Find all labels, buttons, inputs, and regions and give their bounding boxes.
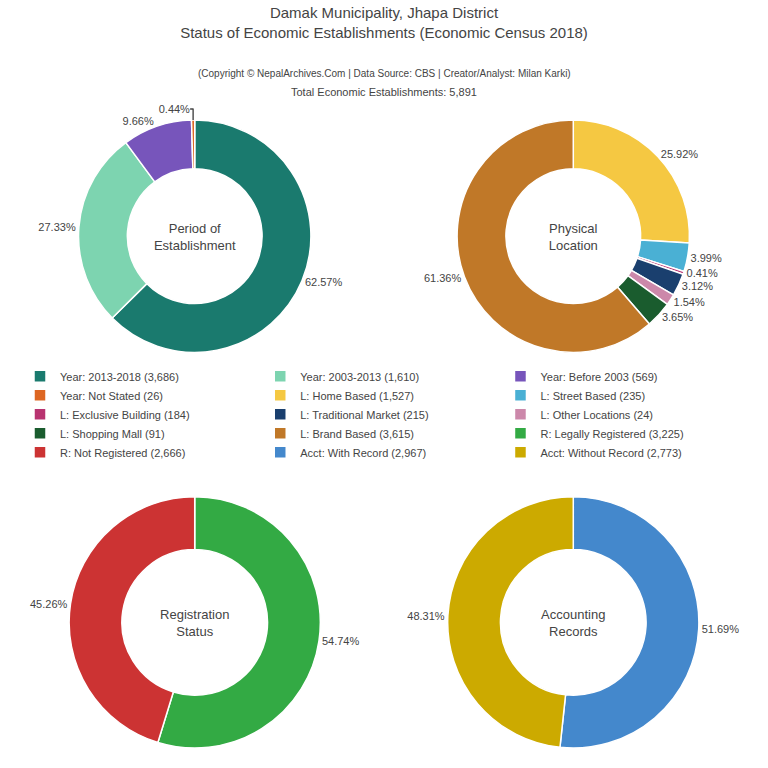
svg-text:L: Home Based (1,527): L: Home Based (1,527) [300,390,414,402]
svg-text:Acct: Without Record (2,773): Acct: Without Record (2,773) [540,447,681,459]
svg-text:L: Exclusive Building (184): L: Exclusive Building (184) [60,409,190,421]
svg-text:Year: Not Stated (26): Year: Not Stated (26) [60,390,163,402]
svg-text:RegistrationStatus: RegistrationStatus [160,607,229,639]
svg-text:51.69%: 51.69% [702,623,740,635]
svg-text:61.36%: 61.36% [424,272,462,284]
svg-text:Year: 2003-2013 (1,610): Year: 2003-2013 (1,610) [300,371,419,383]
svg-text:L: Shopping Mall (91): L: Shopping Mall (91) [60,428,165,440]
svg-text:L: Other Locations (24): L: Other Locations (24) [540,409,653,421]
svg-text:0.44%: 0.44% [159,103,190,115]
svg-text:Year: 2013-2018 (3,686): Year: 2013-2018 (3,686) [60,371,179,383]
svg-text:Acct: With Record (2,967): Acct: With Record (2,967) [300,447,426,459]
svg-text:25.92%: 25.92% [661,148,699,160]
svg-text:1.54%: 1.54% [674,296,705,308]
svg-text:(Copyright © NepalArchives.Com: (Copyright © NepalArchives.Com | Data So… [198,68,571,79]
svg-text:48.31%: 48.31% [407,610,445,622]
svg-text:3.65%: 3.65% [662,311,693,323]
svg-text:PhysicalLocation: PhysicalLocation [549,221,598,253]
svg-text:Period ofEstablishment: Period ofEstablishment [154,221,236,253]
svg-text:62.57%: 62.57% [305,276,343,288]
svg-text:45.26%: 45.26% [30,598,68,610]
svg-text:27.33%: 27.33% [38,221,76,233]
svg-text:0.41%: 0.41% [687,267,718,279]
svg-text:R: Legally Registered (3,225): R: Legally Registered (3,225) [540,428,683,440]
svg-text:L: Brand Based (3,615): L: Brand Based (3,615) [300,428,414,440]
svg-text:L: Traditional Market (215): L: Traditional Market (215) [300,409,428,421]
svg-text:Damak Municipality, Jhapa Dist: Damak Municipality, Jhapa DistrictStatus… [180,4,588,41]
svg-text:3.12%: 3.12% [682,280,713,292]
svg-text:54.74%: 54.74% [322,635,360,647]
svg-text:L: Street Based (235): L: Street Based (235) [540,390,645,402]
svg-text:3.99%: 3.99% [691,252,722,264]
svg-text:Total Economic Establishments:: Total Economic Establishments: 5,891 [291,86,477,98]
svg-text:9.66%: 9.66% [123,115,154,127]
svg-text:Year: Before 2003 (569): Year: Before 2003 (569) [540,371,657,383]
svg-text:AccountingRecords: AccountingRecords [541,607,605,639]
svg-text:R: Not Registered (2,666): R: Not Registered (2,666) [60,447,185,459]
